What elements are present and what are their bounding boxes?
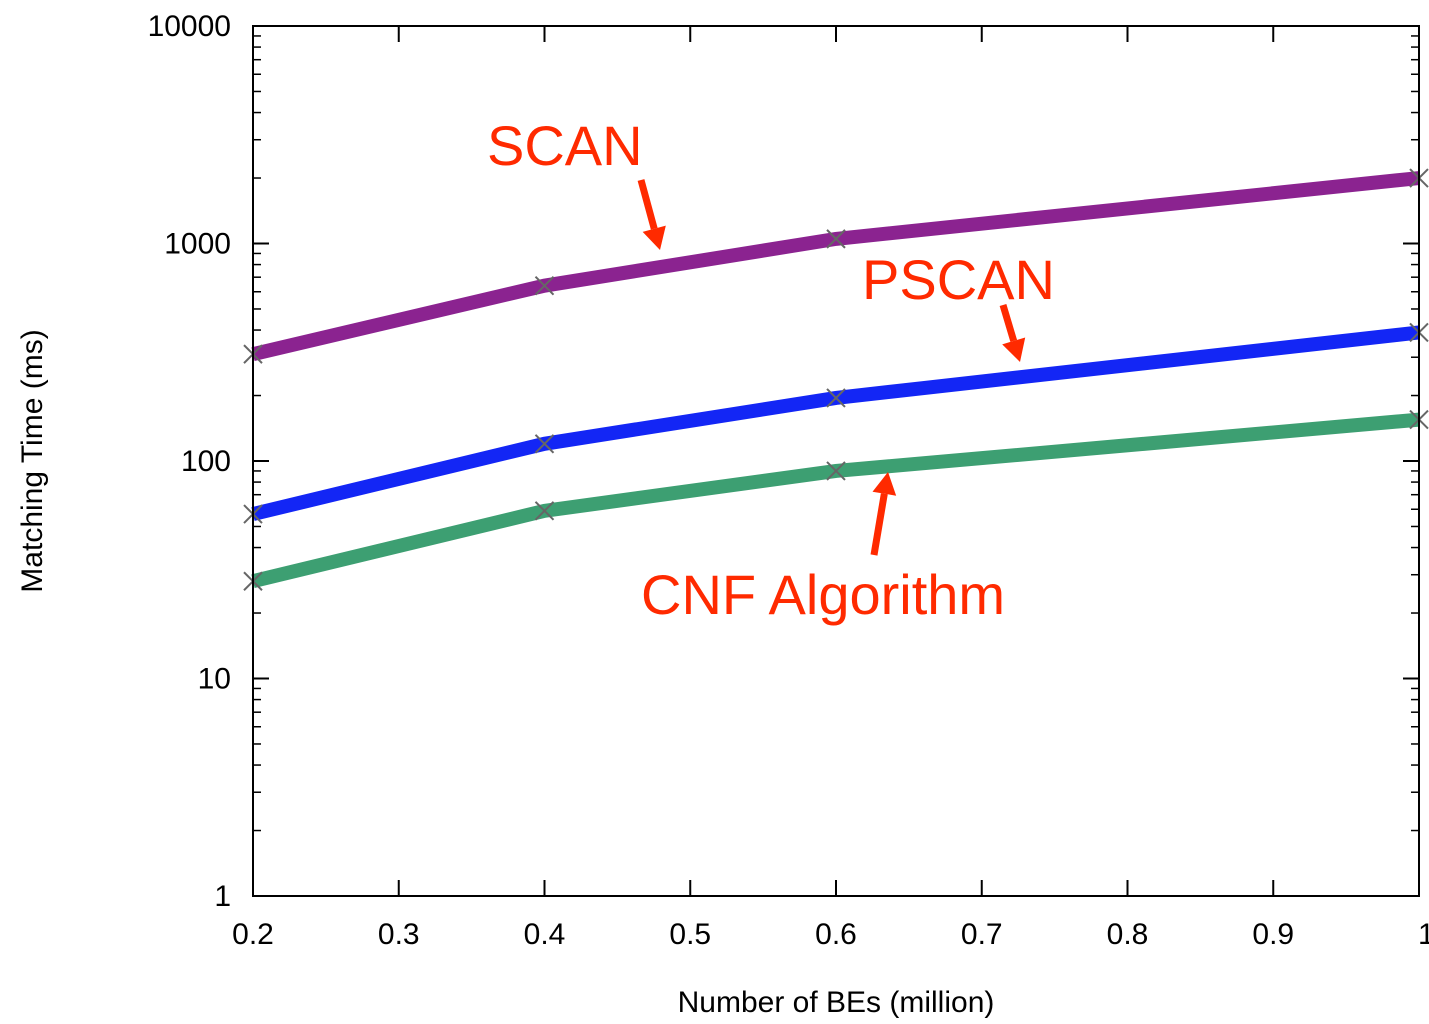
data-point-cnf-algorithm <box>826 461 846 481</box>
x-tick-label: 0.5 <box>669 918 711 951</box>
series-line-scan <box>251 171 1420 361</box>
data-point-scan <box>534 275 555 296</box>
y-tick-labels: 1 10 100 1000 10000 <box>148 10 231 913</box>
data-point-pscan <box>826 388 846 408</box>
y-tick-label: 10 <box>198 663 231 696</box>
x-tick-label: 0.3 <box>378 918 420 951</box>
x-tick-label: 0.4 <box>524 918 566 951</box>
x-tick-label: 0.7 <box>961 918 1003 951</box>
y-tick-label: 10000 <box>148 10 231 43</box>
x-tick-label: 0.8 <box>1107 918 1149 951</box>
x-tick-label: 0.2 <box>232 918 274 951</box>
y-tick-label: 100 <box>181 445 231 478</box>
series-lines <box>251 171 1420 589</box>
plot-frame <box>252 25 1420 897</box>
data-point-scan <box>826 229 846 249</box>
y-tick-label: 1 <box>214 880 231 913</box>
data-point-cnf-algorithm <box>534 501 555 521</box>
axis-ticks <box>252 25 1420 897</box>
annotation-pscan: PSCAN <box>862 248 1055 311</box>
annotations: SCAN PSCAN CNF Algorithm <box>487 114 1055 626</box>
annotation-scan: SCAN <box>487 114 643 177</box>
data-point-pscan <box>534 434 555 454</box>
annotation-arrow-pscan <box>999 303 1026 362</box>
x-tick-labels: 0.2 0.3 0.4 0.5 0.6 0.7 0.8 0.9 1 <box>232 918 1429 951</box>
y-tick-label: 1000 <box>164 228 231 261</box>
x-axis-title: Number of BEs (million) <box>678 986 995 1019</box>
x-tick-label: 0.9 <box>1252 918 1294 951</box>
annotation-arrow-scan <box>637 179 666 250</box>
series-line-cnf-algorithm <box>251 412 1420 589</box>
x-tick-label: 1 <box>1418 918 1429 951</box>
x-tick-label: 0.6 <box>815 918 857 951</box>
series-line-pscan <box>251 325 1420 521</box>
y-axis-title: Matching Time (ms) <box>16 329 49 592</box>
annotation-cnf-algorithm: CNF Algorithm <box>641 563 1005 626</box>
annotation-arrow-cnf-algorithm <box>870 472 897 556</box>
